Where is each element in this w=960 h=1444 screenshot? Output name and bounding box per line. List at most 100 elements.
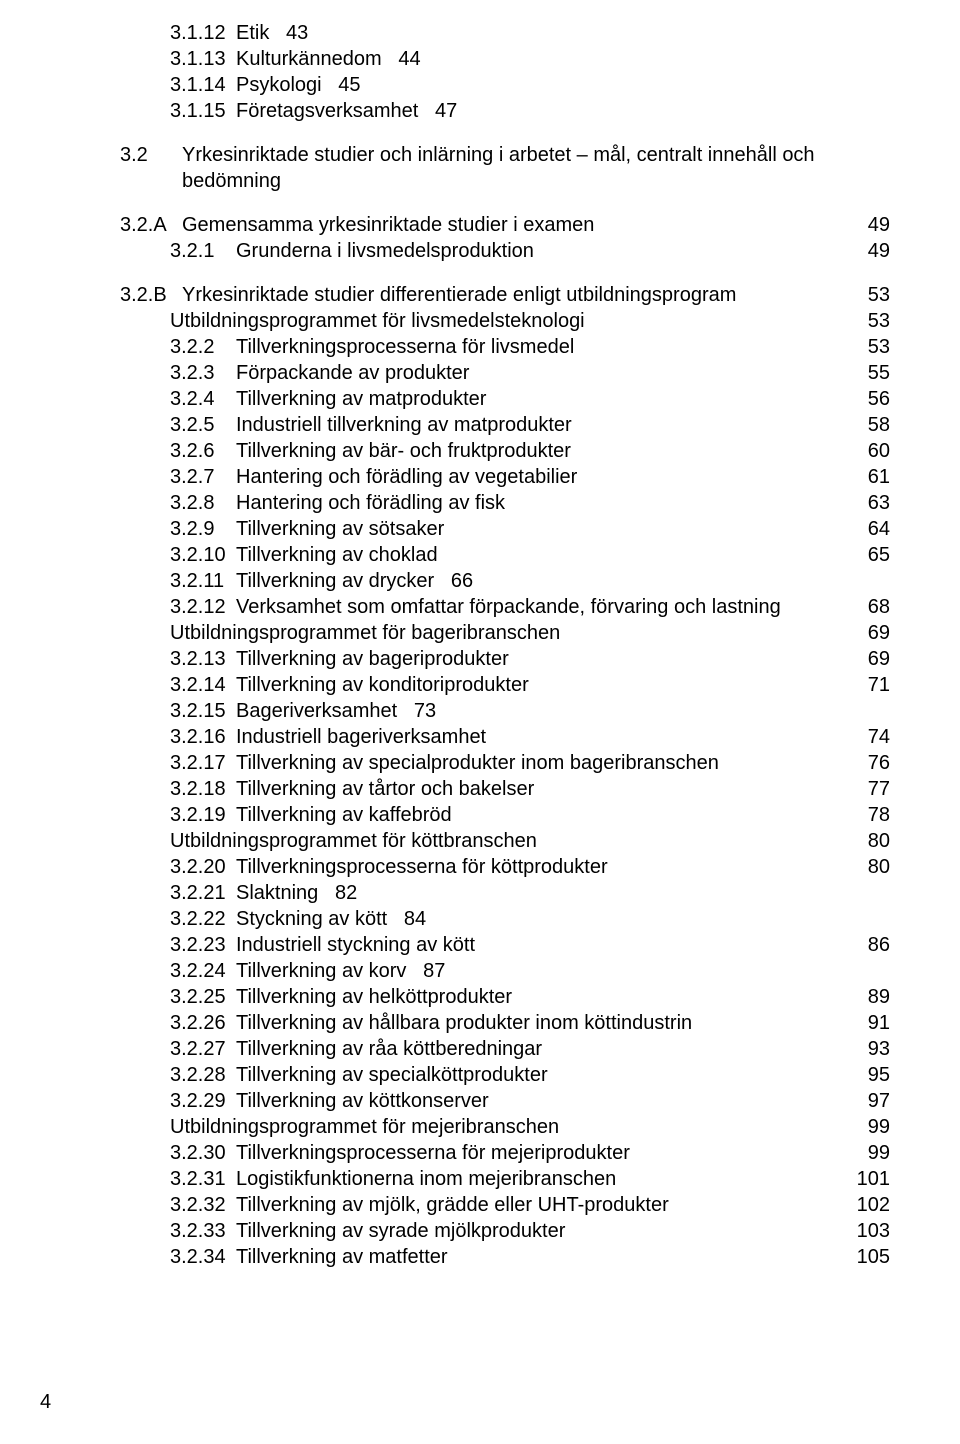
toc-page: 87 [423, 958, 445, 984]
toc-label: Utbildningsprogrammet för bageribransche… [170, 620, 560, 646]
toc-page: 56 [840, 386, 890, 412]
spacer [512, 984, 840, 1010]
toc-number: 3.2.26 [170, 1010, 236, 1036]
spacer [736, 282, 840, 308]
spacer [534, 776, 840, 802]
spacer [630, 1140, 840, 1166]
toc-number: 3.2.21 [170, 880, 236, 906]
spacer [438, 542, 840, 568]
toc-entry: 3.2.9Tillverkning av sötsaker64 [170, 516, 890, 542]
toc-label: Förpackande av produkter [236, 360, 469, 386]
toc-page: 101 [840, 1166, 890, 1192]
spacer [781, 594, 840, 620]
toc-page: 53 [840, 334, 890, 360]
toc-entry: 3.2.20Tillverkningsprocesserna för köttp… [170, 854, 890, 880]
toc-label: Tillverkning av sötsaker [236, 516, 444, 542]
toc-entry: 3.2.AGemensamma yrkesinriktade studier i… [120, 212, 890, 238]
toc-label: Tillverkning av specialköttprodukter [236, 1062, 548, 1088]
toc-number: 3.2.18 [170, 776, 236, 802]
spacer [486, 386, 840, 412]
toc-number: 3.2.2 [170, 334, 236, 360]
spacer [469, 360, 840, 386]
toc-page: 66 [451, 568, 473, 594]
toc-label: Tillverkning av konditoriprodukter [236, 672, 529, 698]
toc-entry: 3.1.13Kulturkännedom 44 [170, 46, 890, 72]
toc-entry: 3.2.21Slaktning 82 [170, 880, 890, 906]
toc-number: 3.2.17 [170, 750, 236, 776]
toc-entry: 3.2.33Tillverkning av syrade mjölkproduk… [170, 1218, 890, 1244]
spacer [594, 212, 840, 238]
spacer [559, 1114, 840, 1140]
page: 3.1.12Etik 433.1.13Kulturkännedom 443.1.… [0, 0, 960, 1444]
toc-number: 3.2.B [120, 282, 182, 308]
spacer [452, 802, 840, 828]
spacer [534, 238, 840, 264]
toc-label: Yrkesinriktade studier differentierade e… [182, 282, 736, 308]
toc-label: Psykologi [236, 72, 322, 98]
toc-page: 77 [840, 776, 890, 802]
toc-page: 73 [414, 698, 436, 724]
spacer [509, 646, 840, 672]
toc-number: 3.2.1 [170, 238, 236, 264]
toc-number: 3.2.24 [170, 958, 236, 984]
spacer [572, 412, 840, 438]
toc-entry: 3.2.5Industriell tillverkning av matprod… [170, 412, 890, 438]
toc-entry: 3.2.26Tillverkning av hållbara produkter… [170, 1010, 890, 1036]
toc-label: Tillverkning av hållbara produkter inom … [236, 1010, 692, 1036]
inline-gap [269, 20, 286, 46]
toc-label: Utbildningsprogrammet för mejeribransche… [170, 1114, 559, 1140]
toc-entry: 3.2.17Tillverkning av specialprodukter i… [170, 750, 890, 776]
spacer [565, 1218, 840, 1244]
toc-page: 84 [404, 906, 426, 932]
toc-label: Logistikfunktionerna inom mejeribransche… [236, 1166, 616, 1192]
toc-entry: 3.2.BYrkesinriktade studier differentier… [120, 282, 890, 308]
toc-entry: 3.2.15Bageriverksamhet 73 [170, 698, 890, 724]
toc-page: 91 [840, 1010, 890, 1036]
toc-label: Bageriverksamhet [236, 698, 397, 724]
toc-label: Verksamhet som omfattar förpackande, för… [236, 594, 781, 620]
toc-entry: 3.2.32Tillverkning av mjölk, grädde elle… [170, 1192, 890, 1218]
inline-gap [434, 568, 451, 594]
toc-page: 58 [840, 412, 890, 438]
toc-label: Etik [236, 20, 269, 46]
toc-page: 69 [840, 620, 890, 646]
toc-entry: 3.1.12Etik 43 [170, 20, 890, 46]
spacer [448, 1244, 840, 1270]
toc-number: 3.2.A [120, 212, 182, 238]
toc-entry: 3.2.11Tillverkning av drycker 66 [170, 568, 890, 594]
inline-gap [397, 698, 414, 724]
toc-number: 3.1.13 [170, 46, 236, 72]
toc-page: 93 [840, 1036, 890, 1062]
toc-label: Hantering och förädling av vegetabilier [236, 464, 577, 490]
toc-entry: 3.2.10Tillverkning av choklad65 [170, 542, 890, 568]
toc-number: 3.2.22 [170, 906, 236, 932]
inline-gap [418, 98, 435, 124]
toc-page: 71 [840, 672, 890, 698]
toc-entry: 3.2.3Förpackande av produkter55 [170, 360, 890, 386]
toc-page: 74 [840, 724, 890, 750]
toc-entry: 3.2.23Industriell styckning av kött86 [170, 932, 890, 958]
toc-number: 3.2.25 [170, 984, 236, 1010]
spacer [608, 854, 840, 880]
toc-number: 3.2.12 [170, 594, 236, 620]
toc-number: 3.1.14 [170, 72, 236, 98]
toc-page: 69 [840, 646, 890, 672]
toc-number: 3.2.28 [170, 1062, 236, 1088]
toc-label: Tillverkning av syrade mjölkprodukter [236, 1218, 565, 1244]
toc-page: 86 [840, 932, 890, 958]
spacer [537, 828, 840, 854]
toc-entry: Utbildningsprogrammet för bageribransche… [170, 620, 890, 646]
toc-label: Tillverkning av helköttprodukter [236, 984, 512, 1010]
toc-page: 99 [840, 1114, 890, 1140]
toc-number: 3.2.27 [170, 1036, 236, 1062]
toc-page: 55 [840, 360, 890, 386]
toc-number: 3.2.7 [170, 464, 236, 490]
toc-page: 44 [398, 46, 420, 72]
inline-gap [382, 46, 399, 72]
toc-number: 3.2.23 [170, 932, 236, 958]
inline-gap [318, 880, 335, 906]
toc-label: Tillverkning av kaffebröd [236, 802, 452, 828]
toc-number: 3.2.6 [170, 438, 236, 464]
toc-label: Tillverkning av bageriprodukter [236, 646, 509, 672]
toc-page: 65 [840, 542, 890, 568]
